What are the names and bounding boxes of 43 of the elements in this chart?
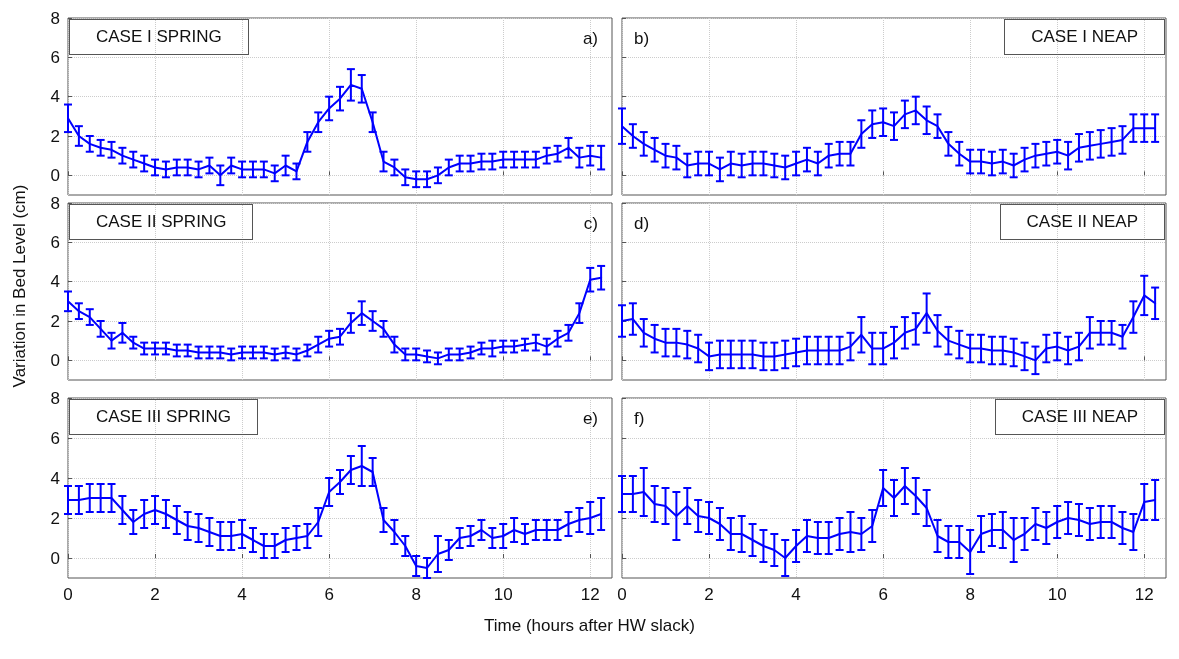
y-tick-label: 4 bbox=[50, 468, 60, 488]
x-tick-label: 4 bbox=[237, 585, 247, 604]
x-tick-label: 2 bbox=[704, 585, 714, 604]
text: CASE III SPRING bbox=[69, 399, 259, 435]
y-tick-label: 2 bbox=[50, 311, 60, 331]
y-tick-label: 8 bbox=[50, 193, 60, 213]
text: CASE II SPRING bbox=[69, 204, 254, 240]
text: CASE I NEAP bbox=[1004, 19, 1165, 55]
annotation: c) bbox=[583, 214, 599, 233]
y-tick-label: 2 bbox=[50, 508, 60, 528]
text: CASE II NEAP bbox=[999, 204, 1165, 240]
x-tick-label: 0 bbox=[63, 585, 73, 604]
y-tick-label: 8 bbox=[50, 388, 60, 408]
annotation: b) bbox=[634, 29, 650, 48]
y-tick-label: 4 bbox=[50, 272, 60, 292]
y-tick-label: 8 bbox=[50, 8, 60, 28]
x-tick-label: 8 bbox=[411, 585, 421, 604]
x-tick-label: 12 bbox=[1134, 585, 1154, 604]
x-tick-label: 0 bbox=[617, 585, 627, 604]
y-tick-label: 6 bbox=[50, 428, 60, 448]
annotation: f) bbox=[634, 409, 645, 428]
y-tick-label: 0 bbox=[50, 350, 60, 370]
annotation: d) bbox=[634, 214, 650, 233]
annotation: e) bbox=[582, 409, 599, 428]
x-tick-label: 2 bbox=[150, 585, 160, 604]
x-axis-title: Time (hours after HW slack) bbox=[483, 616, 696, 636]
text: CASE I SPRING bbox=[69, 19, 249, 55]
x-tick-label: 4 bbox=[791, 585, 801, 604]
x-tick-label: 12 bbox=[580, 585, 600, 604]
y-tick-label: 2 bbox=[50, 126, 60, 146]
annotation: a) bbox=[582, 29, 599, 48]
x-tick-label: 6 bbox=[878, 585, 888, 604]
x-tick-label: 8 bbox=[965, 585, 975, 604]
x-tick-label: 10 bbox=[493, 585, 513, 604]
y-tick-label: 4 bbox=[50, 87, 60, 107]
y-tick-label: 0 bbox=[50, 165, 60, 185]
y-tick-label: 6 bbox=[50, 47, 60, 67]
y-tick-label: 6 bbox=[50, 232, 60, 252]
y-tick-label: 0 bbox=[50, 548, 60, 568]
text: CASE III NEAP bbox=[994, 399, 1165, 435]
y-axis-title: Variation in Bed Level (cm) bbox=[10, 183, 30, 390]
x-tick-label: 6 bbox=[324, 585, 334, 604]
x-tick-label: 10 bbox=[1047, 585, 1067, 604]
